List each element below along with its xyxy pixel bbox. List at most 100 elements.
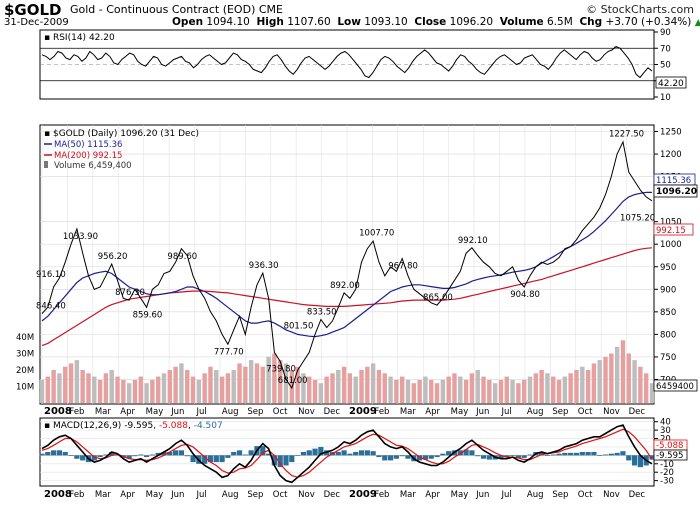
chg-up-arrow-icon: ▲ [694, 18, 700, 28]
x-tick-label: Dec [324, 407, 341, 417]
volume-bar [365, 366, 370, 403]
price-tick-label: 750 [660, 353, 676, 363]
rsi-tick-label: 10 [660, 93, 671, 103]
macd-histogram-bar [440, 453, 446, 456]
price-legend-candle-icon: ▪ [44, 129, 53, 139]
volume-bar [237, 363, 242, 403]
volume-bar [266, 356, 271, 403]
price-panel: 12501200115010501000950900850800750700 4… [16, 124, 698, 405]
macd-histogram-bar [173, 450, 179, 456]
macd-histogram-bar [231, 452, 237, 456]
volume-bar [51, 370, 56, 403]
volume-bar [504, 376, 509, 403]
macd-histogram-bar [515, 455, 521, 458]
macd-histogram-bar [167, 452, 173, 456]
macd-histogram-bar [475, 455, 481, 457]
source-credit: © StockCharts.com [586, 3, 694, 16]
macd-histogram-bar [620, 451, 626, 456]
macd-histogram-bar [405, 455, 411, 459]
macd-histogram-bar [242, 454, 248, 456]
macd-value-tag [653, 449, 688, 461]
volume-bar [405, 379, 411, 403]
rsi-name: RSI(14) [53, 33, 86, 43]
volume-bar [155, 376, 161, 403]
macd-histogram-bar [62, 452, 68, 456]
price-tick-label: 1000 [660, 240, 682, 250]
price-annotation: 1227.50 [609, 130, 644, 140]
macd-legend-value: -9.595 [124, 421, 153, 431]
price-title: ▪ $GOLD (Daily) 1096.20 (31 Dec) [44, 129, 199, 139]
price-annotation: 989.60 [167, 252, 197, 262]
signal-legend-value: -5.088 [159, 421, 188, 431]
macd-histogram-bar [417, 455, 423, 461]
ticker-symbol: $GOLD [4, 1, 62, 19]
x-tick-label: Oct [578, 490, 593, 500]
volume-bar [115, 376, 120, 403]
volume-bar [632, 360, 637, 403]
macd-histogram-bar [637, 455, 643, 468]
price-annotation: 859.60 [133, 311, 163, 321]
volume-bar [568, 373, 573, 403]
price-annotation: 992.10 [458, 236, 488, 246]
price-annotation: 739.80 [266, 365, 296, 375]
x-tick-label: Jul [501, 407, 512, 417]
macd-histogram-bar [265, 453, 272, 456]
volume-bar [620, 340, 626, 403]
volume-bar [103, 373, 109, 403]
close-series-line [41, 140, 653, 390]
x-tick-label: Feb [69, 490, 84, 500]
x-tick-label: Nov [603, 407, 620, 417]
macd-histogram-bar [509, 455, 516, 456]
rsi-value-tag-text: 42.20 [658, 79, 684, 89]
x-tick-label: Apr [120, 490, 135, 500]
volume-bar [562, 376, 568, 403]
volume-bar [434, 383, 440, 403]
macd-histogram-bar [579, 452, 585, 456]
volume-tick-label: 10M [16, 383, 34, 393]
macd-histogram-bar [382, 455, 388, 461]
price-annotation: 892.00 [330, 281, 360, 291]
price-tick-label: 900 [660, 285, 676, 295]
volume-bar [283, 363, 289, 403]
x-tick-label: Nov [603, 490, 620, 500]
macd-histogram-bar [126, 455, 132, 459]
exchange-name: CME [258, 3, 283, 16]
rsi-label: ▪ RSI(14) 42.20 [44, 33, 115, 43]
price-annotation: 936.30 [249, 261, 279, 271]
macd-histogram-bar [393, 455, 399, 459]
macd-histogram-bar [353, 452, 359, 456]
price-tick-label: 950 [660, 263, 676, 273]
volume-bar [574, 370, 579, 403]
x-tick-label: Jul [501, 490, 512, 500]
volume-value: 6.5M [547, 16, 573, 28]
volume-bar [411, 383, 417, 403]
macd-histogram-bar [480, 455, 487, 459]
volume-bar [359, 370, 364, 403]
macd-histogram-bar [51, 450, 57, 456]
x-tick-label: Sep [552, 407, 568, 417]
volume-bar [376, 370, 382, 403]
x-tick-label: 2009 [349, 489, 377, 500]
x-tick-label: May [451, 407, 469, 417]
price-legend: ▪ $GOLD (Daily) 1096.20 (31 Dec) MA(50) … [44, 129, 199, 171]
macd-histogram-bar [504, 455, 510, 458]
volume-bar [272, 353, 277, 403]
macd-histogram-bar [138, 454, 144, 456]
macd-histogram-bar [649, 455, 655, 460]
volume-bar [150, 379, 155, 403]
volume-bar [167, 370, 173, 403]
macd-histogram-bar [399, 455, 405, 457]
macd-tick-label: 40 [660, 418, 671, 428]
volume-bar [521, 379, 527, 403]
rsi-tick-label: 50 [660, 61, 671, 71]
chart-header: $GOLD Gold - Continuous Contract (EOD) C… [0, 0, 700, 30]
x-tick-label: Jun [170, 490, 184, 500]
price-annotation: 916.10 [36, 270, 66, 280]
volume-bar [591, 363, 597, 403]
price-annotation: 801.50 [284, 322, 314, 332]
macd-histogram-bar [190, 455, 196, 463]
volume-bar [301, 373, 306, 403]
x-tick-label: Jul [196, 407, 207, 417]
volume-bar [394, 379, 399, 403]
x-tick-label: Nov [298, 490, 315, 500]
